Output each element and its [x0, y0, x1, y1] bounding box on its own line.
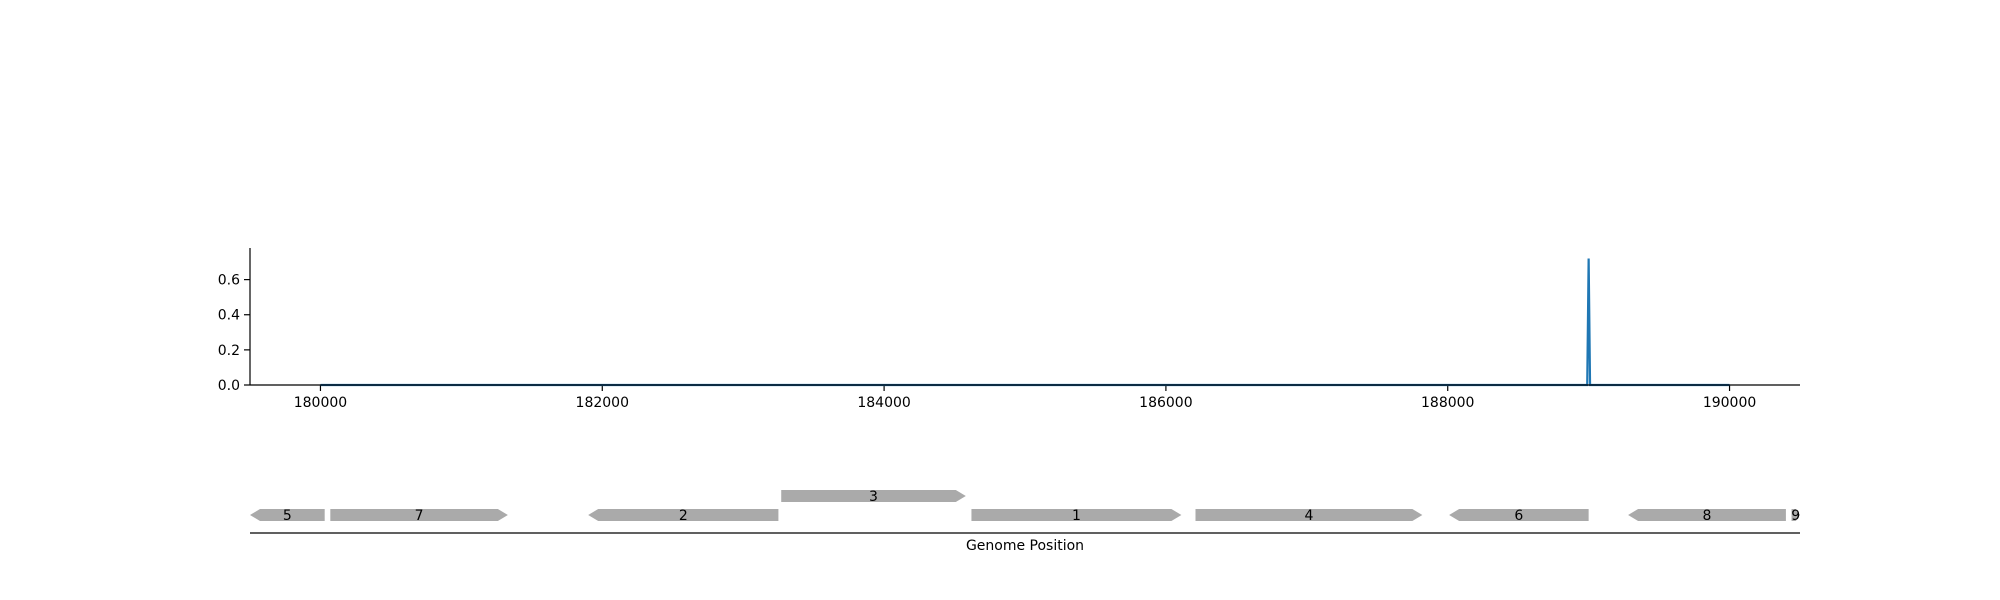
gene-shape: [1195, 509, 1423, 521]
gene-label: 7: [415, 508, 424, 524]
gene-arrow: 5: [250, 508, 325, 524]
gene-track: 5 7 2 3 1 4 6 8 9 Genome Position: [250, 489, 1800, 554]
coverage-plot: 0.0 0.2 0.4 0.6 180000 182000 184000 186000 188…: [218, 248, 1800, 411]
x-tick-label: 190000: [1703, 395, 1756, 411]
y-tick-label: 0.6: [218, 273, 240, 289]
y-tick-label: 0.4: [218, 308, 240, 324]
gene-shape: [588, 509, 779, 521]
gene-label: 4: [1304, 508, 1313, 524]
y-tick-label: 0.2: [218, 343, 240, 359]
y-axis-ticks: 0.0 0.2 0.4 0.6: [218, 273, 250, 394]
gene-shape: [1449, 509, 1589, 521]
gene-shape: [250, 509, 325, 521]
x-tick-label: 180000: [294, 395, 347, 411]
x-tick-label: 188000: [1421, 395, 1474, 411]
gene-arrow: 1: [971, 508, 1182, 524]
gene-label: 5: [283, 508, 292, 524]
x-axis-label: Genome Position: [966, 538, 1084, 554]
coverage-line: [320, 258, 1730, 387]
gene-arrow: 7: [330, 508, 508, 524]
x-tick-label: 182000: [576, 395, 629, 411]
x-tick-label: 184000: [857, 395, 910, 411]
gene-label: 6: [1514, 508, 1523, 524]
gene-label: 9: [1791, 508, 1800, 524]
gene-shape: [971, 509, 1182, 521]
y-tick-label: 0.0: [218, 378, 240, 394]
gene-label: 8: [1703, 508, 1712, 524]
gene-shape: [1628, 509, 1786, 521]
gene-arrow: 4: [1195, 508, 1423, 524]
gene-shape: [330, 509, 508, 521]
gene-arrow: 2: [588, 508, 779, 524]
gene-label: 1: [1072, 508, 1081, 524]
x-tick-label: 186000: [1139, 395, 1192, 411]
gene-arrow: 9: [1791, 508, 1800, 524]
gene-arrow: 3: [781, 489, 966, 505]
gene-shape: [781, 490, 966, 502]
x-axis-ticks: 180000 182000 184000 186000 188000 190000: [294, 385, 1756, 411]
gene-arrows: 5 7 2 3 1 4 6 8 9: [250, 489, 1800, 524]
coverage-series: [320, 258, 1730, 387]
gene-shape: [1791, 509, 1800, 521]
gene-label: 2: [679, 508, 688, 524]
gene-label: 3: [869, 489, 878, 505]
gene-arrow: 8: [1628, 508, 1786, 524]
gene-arrow: 6: [1449, 508, 1589, 524]
